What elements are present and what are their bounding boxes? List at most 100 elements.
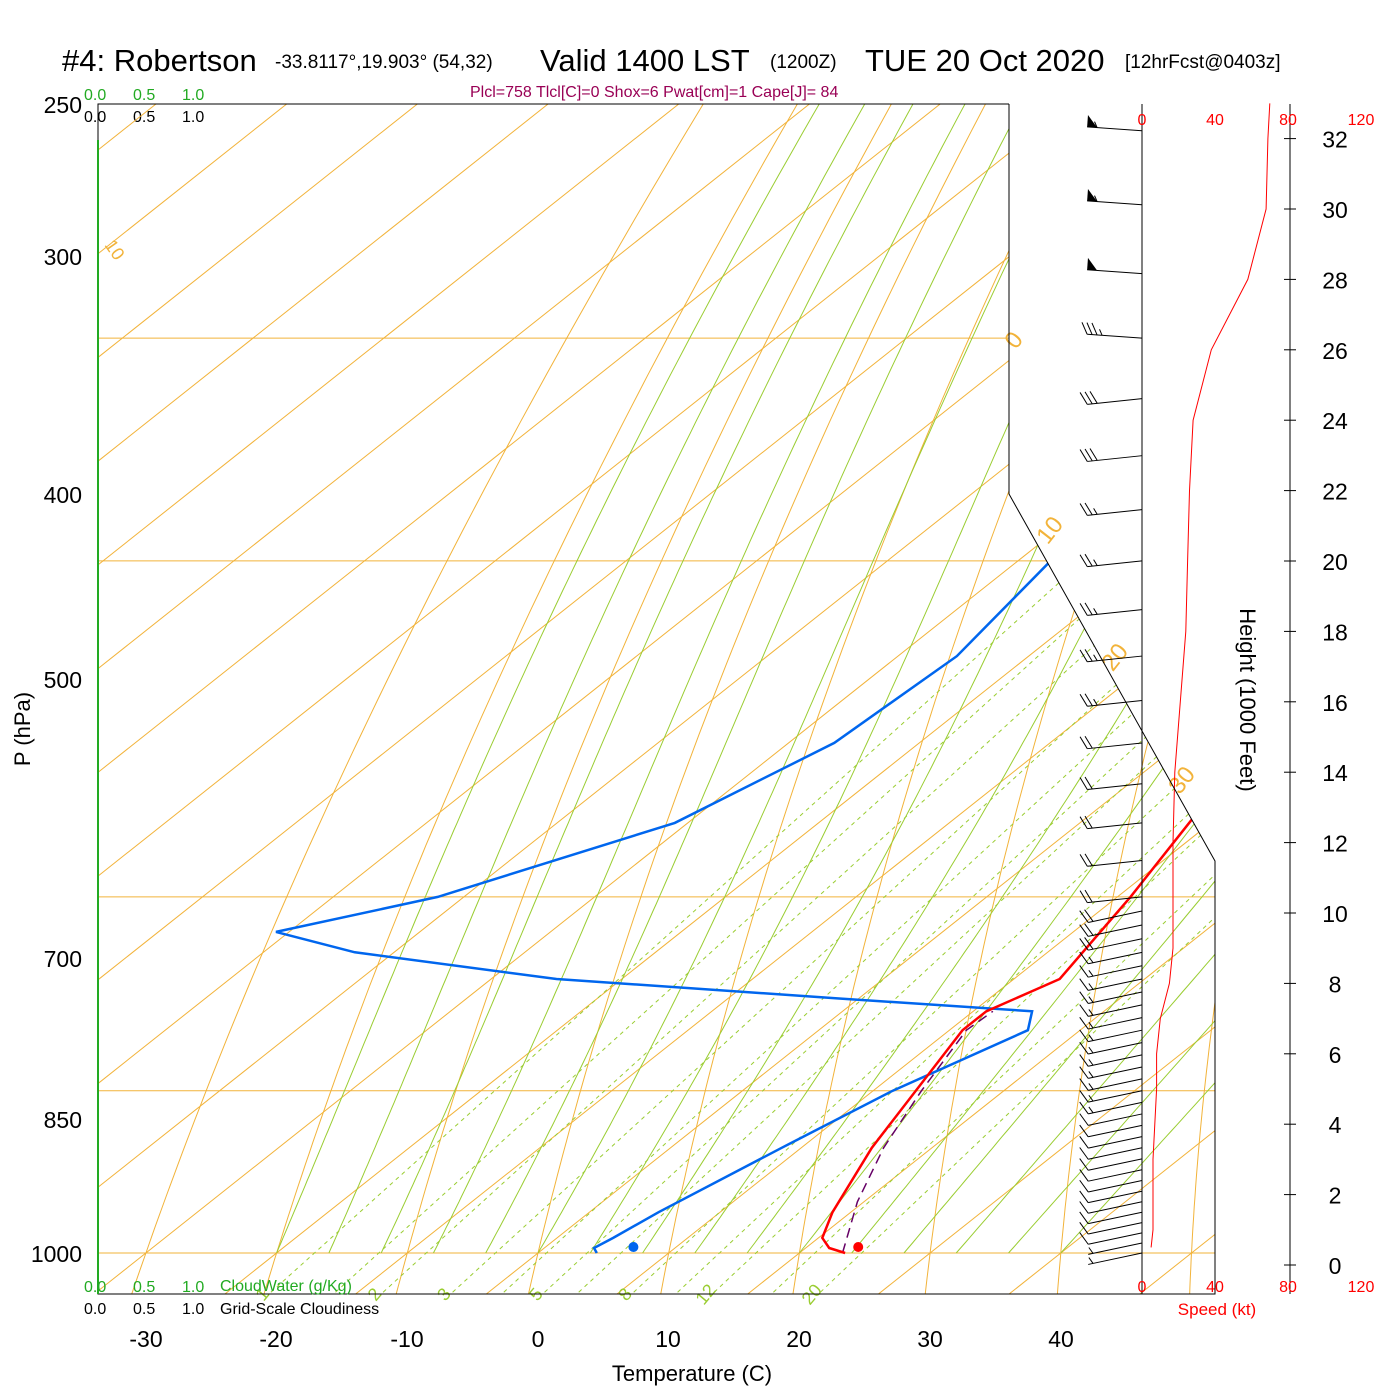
wind-barb-staff [1088, 1124, 1143, 1138]
wind-barb-feather [1079, 910, 1089, 923]
wind-barb [1079, 1090, 1143, 1103]
dry-adiabat-line [1188, 104, 1215, 1294]
profiles [275, 104, 1215, 1255]
wind-barb [1088, 1242, 1143, 1255]
wind-barb-feather [1084, 853, 1093, 867]
height-tick-label: 16 [1322, 690, 1348, 716]
x-axis-title: Temperature (C) [612, 1361, 772, 1386]
wind-barb [1079, 1221, 1143, 1235]
top-cloudiness-0: 0.0 [84, 109, 106, 126]
wind-barb-feather [1084, 553, 1093, 567]
height-tick-label: 12 [1322, 831, 1348, 857]
wind-barb [1079, 909, 1143, 923]
wind-barbs [1079, 114, 1143, 1265]
wind-barb [1079, 776, 1143, 790]
wind-barb [1079, 1054, 1143, 1067]
bottom-cloudwater-scale: 0.0 0.5 1.0 CloudWater (g/Kg) [84, 1278, 352, 1296]
wind-barb [1079, 853, 1143, 867]
wind-barb-feather [1079, 1169, 1089, 1182]
wind-barb [1079, 448, 1143, 462]
wind-barb-half-feather [1088, 1094, 1094, 1102]
isotherm-line [98, 104, 1215, 1294]
height-tick-label: 28 [1322, 267, 1348, 293]
wind-barb [1079, 923, 1143, 937]
wind-barb-feather [1079, 1017, 1089, 1030]
wind-barb-staff [1088, 965, 1143, 978]
wind-barb-half-feather [1093, 698, 1098, 706]
dry-adiabat-line [127, 104, 865, 1294]
isotherm-line [993, 104, 1215, 1294]
wind-barb-feather [1079, 1147, 1089, 1160]
wind-barb [1079, 1101, 1143, 1115]
dry-adiabat-line [790, 104, 1215, 1294]
isotherm-line [98, 104, 976, 1294]
wind-barb [1079, 1113, 1143, 1126]
moist-adiabat-line [589, 104, 1215, 1254]
y-axis-title: P (hPa) [10, 692, 35, 766]
isotherm-line [98, 104, 1215, 1294]
wind-barb-feather [1084, 502, 1093, 516]
wind-barb [1079, 1124, 1143, 1138]
bottom-cloudiness-0: 0.0 [84, 1301, 106, 1318]
wind-barb-staff [1087, 455, 1143, 462]
dry-adiabat-line [392, 104, 1040, 1294]
mixing-ratio-line [270, 337, 1215, 1293]
moist-adiabat-line [485, 104, 1151, 1254]
isotherm-line [98, 104, 453, 1294]
wind-barb-feather [1079, 736, 1088, 749]
p-tick-400: 400 [44, 482, 82, 508]
wind-barb-feather [1079, 1201, 1089, 1214]
wind-barb-feather [1079, 449, 1088, 462]
wind-barb-feather [1084, 602, 1093, 616]
isotherm-line [98, 104, 1215, 1294]
p-tick-850: 850 [44, 1107, 82, 1133]
wind-barb [1079, 1147, 1143, 1160]
wind-barb-feather [1084, 815, 1093, 829]
isotherm-line [862, 104, 1215, 1294]
bottom-cloudiness-2: 1.0 [182, 1301, 204, 1318]
wind-barb-staff [1088, 1136, 1143, 1149]
p-tick-500: 500 [44, 667, 82, 693]
x-tick-0: 0 [532, 1326, 545, 1352]
wind-barb-pennant [1087, 257, 1098, 271]
x-tick-m30: -30 [129, 1326, 162, 1352]
wind-barb-feather [1079, 890, 1088, 903]
valid-time: Valid 1400 LST [540, 43, 750, 78]
x-tick-20: 20 [786, 1326, 812, 1352]
wind-barb-staff [1088, 978, 1143, 991]
wind-barb-half-feather [1094, 195, 1098, 202]
wind-barb-half-feather [1088, 1083, 1094, 1090]
x-tick-40: 40 [1048, 1326, 1074, 1352]
wind-barb-feather [1089, 391, 1098, 404]
wind-barb [1079, 937, 1143, 951]
moist-adiabat-line [746, 104, 1215, 1254]
wind-barb-pennant [1087, 188, 1098, 202]
wind-barb-feather [1079, 816, 1088, 829]
top-cloudwater-0: 0.0 [84, 87, 106, 104]
speed-top-0: 0 [1138, 112, 1147, 129]
wind-barb-half-feather [1094, 121, 1098, 128]
wind-barb [1079, 815, 1143, 830]
height-tick-label: 30 [1322, 197, 1348, 223]
isotherm-line [98, 104, 1215, 1294]
bottom-cloudwater-1: 0.5 [133, 1279, 155, 1296]
wind-barb-half-feather [1088, 969, 1094, 977]
pressure-axis: 250 300 400 500 700 850 1000 [31, 92, 82, 1267]
height-tick-label: 26 [1322, 338, 1348, 364]
wind-barb-feather [1079, 938, 1089, 951]
wind-barb [1079, 978, 1143, 991]
wind-barb-feather [1079, 965, 1089, 978]
wind-barb-staff [1087, 269, 1143, 275]
wind-barb-staff [1088, 1211, 1143, 1225]
wind-barb-feather [1084, 735, 1093, 749]
wind-barb-feather [1079, 1190, 1089, 1203]
moist-adiabat-line [380, 104, 1049, 1254]
wind-barb-feather [1084, 448, 1093, 462]
wind-barb-feather [1079, 1179, 1089, 1193]
height-tick-label: 2 [1329, 1183, 1342, 1209]
wind-barb-half-feather [1088, 1071, 1094, 1078]
wind-barb [1079, 1017, 1143, 1030]
moist-adiabat-line [537, 104, 1210, 1254]
wind-barb-staff [1088, 910, 1143, 923]
